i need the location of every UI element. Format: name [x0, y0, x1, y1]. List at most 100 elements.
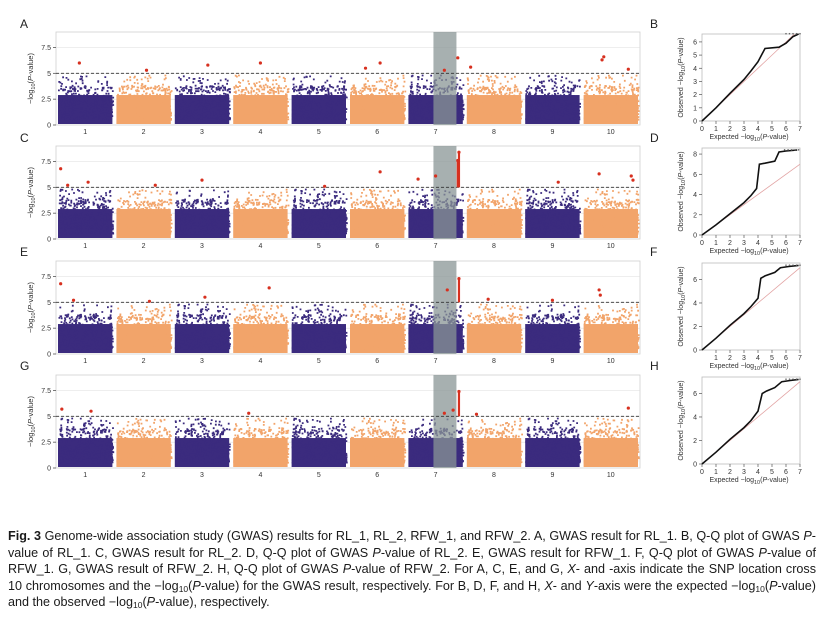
chromosome-label-1: 1: [83, 358, 87, 365]
qq-x-tick-label: 4: [756, 469, 760, 476]
chromosome-points-4: [233, 74, 290, 121]
chromosome-points-6: [350, 74, 407, 121]
caption-segment: X: [544, 578, 553, 593]
significant-snp: [456, 158, 460, 163]
qq-point: [785, 264, 787, 266]
significant-snp: [626, 406, 630, 410]
qq-x-tick-label: 1: [714, 355, 718, 362]
qq-y-tick-label: 2: [693, 324, 697, 331]
y-tick-label: 2.5: [41, 211, 51, 218]
chromosome-label-5: 5: [317, 472, 321, 479]
qq-x-tick-label: 2: [728, 126, 732, 133]
significant-snp: [457, 150, 461, 154]
chromosome-label-8: 8: [492, 358, 496, 365]
chromosome-label-7: 7: [434, 243, 438, 250]
significant-snp: [550, 298, 555, 302]
chromosome-points-5: [291, 75, 348, 121]
y-tick-label: 0: [47, 352, 51, 359]
significant-snp: [153, 183, 157, 187]
chromosome-points-3: [174, 75, 231, 121]
caption-segment: -value), respectively.: [155, 595, 270, 609]
qq-y-axis-label: Observed −log10(P-value): [678, 380, 687, 460]
qq-y-tick-label: 5: [693, 53, 697, 60]
y-tick-label: 5: [47, 185, 51, 192]
chromosome-points-10: [583, 74, 640, 121]
significant-snp: [60, 407, 64, 411]
significant-snp: [469, 65, 473, 69]
y-tick-label: 7.5: [41, 159, 51, 166]
qq-y-axis-label: Observed −log10(P-value): [678, 266, 687, 346]
qq-point: [799, 264, 801, 266]
manhattan-points: [58, 188, 640, 238]
qq-point: [792, 32, 794, 35]
caption-segment: (: [188, 578, 193, 593]
qq-x-tick-label: 0: [700, 240, 704, 247]
significant-snp: [486, 297, 490, 301]
panel-letter-c: C: [20, 131, 29, 145]
caption-segment: X: [567, 562, 576, 576]
chromosome-label-1: 1: [83, 472, 87, 479]
chromosome-points-6: [350, 417, 407, 464]
significant-snp: [442, 411, 446, 415]
chromosome-points-5: [291, 303, 348, 350]
panel-g: G 0 2.5 5 7.5 1 2 3 4 5 6 7 8 9 10 −log10(P-value): [20, 359, 641, 479]
significant-snp: [474, 412, 479, 416]
significant-snp: [626, 67, 630, 71]
qq-x-tick-label: 5: [770, 240, 774, 247]
qq-x-tick-label: 1: [714, 240, 718, 247]
chromosome-label-2: 2: [142, 472, 146, 479]
chromosome-label-6: 6: [375, 129, 379, 136]
qq-y-tick-label: 2: [693, 212, 697, 219]
chromosome-points-9: [525, 417, 582, 464]
qq-y-tick-label: 0: [693, 462, 697, 469]
qq-x-tick-label: 6: [784, 126, 788, 133]
qq-point: [783, 149, 786, 151]
qq-point: [785, 32, 787, 35]
significant-snp: [602, 55, 606, 59]
qq-point: [792, 264, 794, 266]
chromosome-points-10: [583, 417, 640, 464]
chromosome-label-6: 6: [375, 243, 379, 250]
qq-x-tick-label: 3: [742, 469, 746, 476]
significant-snp: [267, 286, 271, 290]
chromosome-label-10: 10: [607, 129, 615, 136]
qq-x-axis-label: Expected −log10(P-value): [709, 248, 788, 257]
panel-letter-f: F: [650, 245, 657, 259]
caption-segment: 10: [178, 583, 189, 594]
qq-point: [799, 378, 801, 380]
qq-x-tick-label: 4: [756, 240, 760, 247]
chromosome-points-8: [466, 74, 523, 121]
chromosome-label-4: 4: [258, 358, 262, 365]
caption-segment: -value of RL_2. E, GWAS result for RFW_1…: [380, 545, 759, 560]
y-tick-label: 2.5: [41, 97, 51, 104]
qq-y-tick-label: 3: [693, 79, 697, 86]
significant-snp: [89, 409, 93, 413]
chromosome-label-8: 8: [492, 243, 496, 250]
panel-letter-a: A: [20, 17, 28, 31]
y-tick-label: 5: [47, 300, 51, 307]
qq-point: [797, 149, 800, 151]
qq-x-tick-label: 2: [728, 355, 732, 362]
significant-snp: [457, 276, 461, 281]
significant-snp: [77, 61, 81, 65]
y-axis-label: −log10(P-value): [26, 53, 37, 104]
qq-y-tick-label: 6: [693, 391, 697, 398]
caption-segment: -value) and the observed −log: [8, 578, 816, 610]
significant-snp: [378, 170, 382, 174]
chromosome-points-5: [291, 417, 348, 464]
chromosome-label-10: 10: [607, 243, 615, 250]
caption-segment: -value of RL_1. C, GWAS result for RL_2.…: [8, 529, 816, 560]
significant-snp: [66, 183, 70, 187]
y-axis-label: −log10(P-value): [26, 396, 37, 447]
y-tick-label: 0: [47, 466, 51, 473]
chromosome-label-2: 2: [142, 358, 146, 365]
panel-e: E 0 2.5 5 7.5 1 2 3 4 5 6 7 8 9 10 −log10(P-value): [20, 245, 641, 365]
qq-point: [795, 378, 798, 380]
chromosome-points-10: [583, 188, 640, 235]
chromosome-label-7: 7: [434, 129, 438, 136]
chromosome-label-10: 10: [607, 472, 615, 479]
chromosome-points-8: [466, 188, 523, 235]
panel-letter-b: B: [650, 17, 658, 31]
panel-f: F 0 2 4 6 1 2 3 4 5 6 7 Expected −log10(P-value) Obse…: [650, 245, 802, 372]
qq-x-tick-label: 0: [700, 469, 704, 476]
